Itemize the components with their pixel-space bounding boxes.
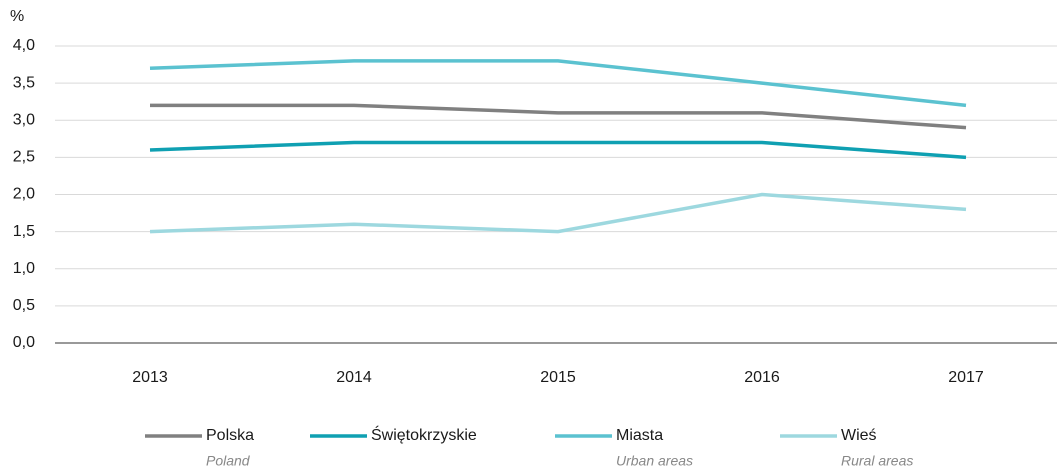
y-tick-label: 3,5: [13, 74, 35, 91]
legend-subtitle: Urban areas: [616, 453, 693, 469]
y-tick-label: 2,5: [13, 149, 35, 166]
y-unit: %: [10, 8, 24, 25]
line: [149, 59, 967, 108]
x-tick-label: 2014: [336, 369, 372, 386]
y-tick-label: 0,0: [13, 334, 35, 351]
y-tick-label: 1,0: [13, 260, 35, 277]
y-tick-label: 3,0: [13, 111, 35, 128]
line: [149, 140, 967, 160]
legend-subtitle: Poland: [206, 453, 251, 469]
x-tick-label: 2017: [948, 369, 984, 386]
legend-label: Polska: [206, 427, 254, 444]
line: [150, 103, 967, 130]
line: [149, 192, 967, 234]
y-tick-label: 4,0: [13, 37, 35, 54]
y-tick-label: 1,5: [13, 223, 35, 240]
legend-label: Wieś: [841, 427, 877, 444]
legend-subtitle: Rural areas: [841, 453, 913, 469]
legend-label: Świętokrzyskie: [371, 425, 477, 444]
legend-label: Miasta: [616, 427, 663, 444]
x-tick-label: 2015: [540, 369, 576, 386]
x-tick-label: 2016: [744, 369, 780, 386]
x-tick-label: 2013: [132, 369, 168, 386]
y-tick-label: 2,0: [13, 186, 35, 203]
y-tick-label: 0,5: [13, 297, 35, 314]
